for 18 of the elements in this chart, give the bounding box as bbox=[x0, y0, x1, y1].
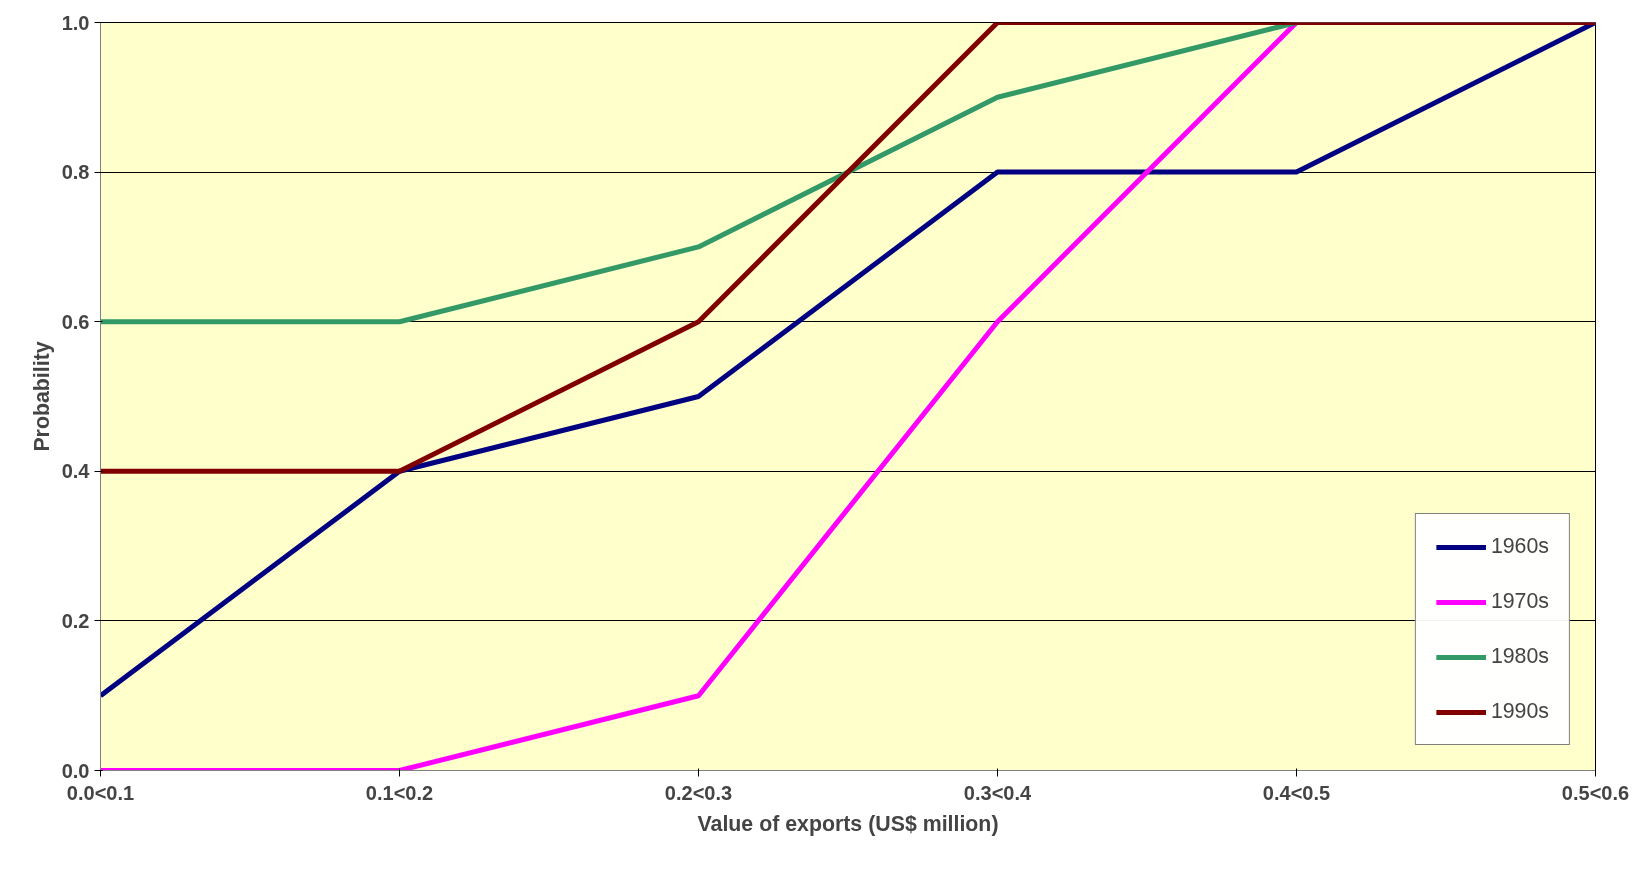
y-tick-label: 0.6 bbox=[61, 310, 90, 333]
x-tick-label: 0.2<0.3 bbox=[664, 781, 733, 804]
x-tick-label: 0.5<0.6 bbox=[1561, 781, 1630, 804]
legend-label: 1960s bbox=[1490, 534, 1549, 559]
legend-label: 1970s bbox=[1490, 589, 1549, 614]
x-tick-label: 0.0<0.1 bbox=[66, 781, 135, 804]
y-tick-label: 0.2 bbox=[61, 609, 90, 632]
x-tick-label: 0.4<0.5 bbox=[1262, 781, 1331, 804]
x-tick-label: 0.1<0.2 bbox=[365, 781, 434, 804]
x-axis-title: Value of exports (US$ million) bbox=[697, 811, 999, 836]
y-tick-label: 1.0 bbox=[61, 11, 90, 34]
y-axis-title: Probability bbox=[29, 341, 54, 452]
x-tick-label: 0.3<0.4 bbox=[963, 781, 1033, 804]
legend-label: 1980s bbox=[1490, 644, 1549, 669]
legend-label: 1990s bbox=[1490, 699, 1549, 724]
y-tick-label: 0.4 bbox=[61, 460, 91, 483]
y-tick-label: 0.0 bbox=[61, 759, 90, 782]
y-tick-label: 0.8 bbox=[61, 161, 90, 184]
